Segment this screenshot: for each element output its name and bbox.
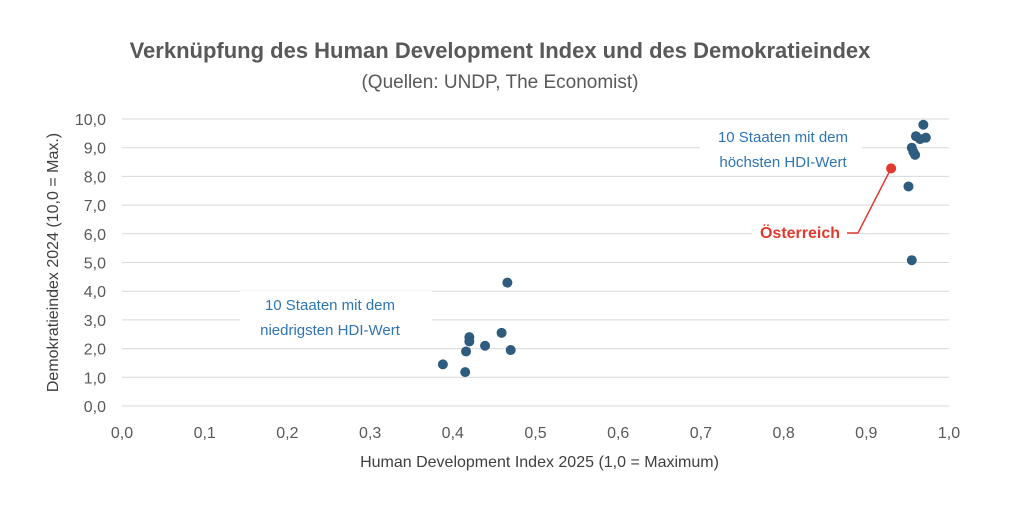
leader-line bbox=[847, 168, 892, 234]
y-tick-label: 3,0 bbox=[84, 313, 106, 330]
x-tick-label: 0,1 bbox=[194, 425, 216, 442]
data-point bbox=[480, 340, 491, 351]
data-point bbox=[502, 277, 513, 288]
x-axis-label: Human Development Index 2025 (1,0 = Maxi… bbox=[360, 454, 719, 471]
y-tick-label: 8,0 bbox=[84, 169, 106, 186]
y-tick-label: 10,0 bbox=[75, 112, 106, 129]
annotation-high-hdi: höchsten HDI-Wert bbox=[719, 154, 847, 171]
data-point bbox=[461, 346, 472, 357]
annotation-low-hdi: 10 Staaten mit dem bbox=[265, 297, 395, 314]
data-point bbox=[437, 359, 448, 370]
data-point bbox=[460, 367, 471, 378]
annotation-bg bbox=[240, 291, 432, 345]
y-axis-label: Demokratieindex 2024 (10,0 = Max.) bbox=[45, 133, 62, 392]
data-point bbox=[910, 149, 921, 160]
data-point bbox=[906, 255, 917, 266]
x-tick-label: 0,5 bbox=[524, 425, 546, 442]
data-point-austria bbox=[886, 163, 897, 174]
annotation-bg bbox=[700, 121, 862, 175]
chart-subtitle: (Quellen: UNDP, The Economist) bbox=[361, 72, 639, 93]
y-tick-label: 9,0 bbox=[84, 141, 106, 158]
y-tick-label: 0,0 bbox=[84, 399, 106, 416]
x-tick-label: 0,8 bbox=[772, 425, 794, 442]
x-tick-label: 0,3 bbox=[359, 425, 381, 442]
annotation-bg bbox=[752, 219, 852, 245]
x-tick-label: 0,6 bbox=[607, 425, 629, 442]
x-tick-label: 0,2 bbox=[276, 425, 298, 442]
y-tick-label: 7,0 bbox=[84, 198, 106, 215]
annotation-austria: Österreich bbox=[760, 223, 840, 242]
y-tick-label: 5,0 bbox=[84, 256, 106, 273]
chart-title: Verknüpfung des Human Development Index … bbox=[129, 38, 871, 63]
x-tick-label: 0,7 bbox=[690, 425, 712, 442]
data-point bbox=[918, 119, 929, 130]
y-tick-label: 2,0 bbox=[84, 342, 106, 359]
y-tick-label: 4,0 bbox=[84, 284, 106, 301]
x-tick-label: 0,4 bbox=[442, 425, 464, 442]
annotation-high-hdi: 10 Staaten mit dem bbox=[718, 129, 848, 146]
data-point bbox=[464, 332, 475, 343]
y-tick-label: 6,0 bbox=[84, 227, 106, 244]
data-point bbox=[496, 327, 507, 338]
data-point bbox=[505, 345, 516, 356]
data-point bbox=[903, 181, 914, 192]
y-tick-label: 1,0 bbox=[84, 370, 106, 387]
annotation-low-hdi: niedrigsten HDI-Wert bbox=[260, 322, 401, 339]
x-tick-label: 0,9 bbox=[855, 425, 877, 442]
x-tick-label: 1,0 bbox=[938, 425, 960, 442]
data-point bbox=[920, 132, 931, 143]
x-tick-label: 0,0 bbox=[111, 425, 133, 442]
